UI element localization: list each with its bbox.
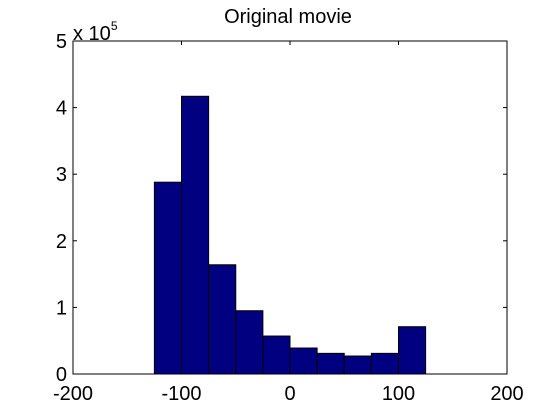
- histogram-bar-7: [343, 355, 372, 375]
- y-tick-label-3: 3: [56, 164, 67, 186]
- histogram-bar-5: [289, 347, 318, 375]
- x-tick-label-0: -200: [53, 383, 93, 405]
- x-tick-label-3: 100: [382, 383, 415, 405]
- y-multiplier-base: x 10: [73, 23, 111, 45]
- y-multiplier-label: x 105: [73, 19, 118, 45]
- axes-group: [72, 40, 508, 375]
- y-tick-label-4: 4: [56, 98, 67, 120]
- histogram-bar-0: [153, 181, 182, 375]
- histogram-bar-8: [370, 352, 399, 375]
- histogram-bar-9: [398, 326, 427, 375]
- y-tick-label-5: 5: [56, 31, 67, 53]
- histogram-bar-1: [181, 95, 210, 375]
- ticks-group: -200 -100 0 100 200 0 1 2 3 4 5: [53, 31, 524, 405]
- bars-group: [153, 95, 427, 375]
- y-tick-label-2: 2: [56, 231, 67, 253]
- y-multiplier-exponent: 5: [111, 19, 118, 33]
- chart-title: Original movie: [224, 6, 352, 28]
- x-tick-label-2: 0: [284, 383, 295, 405]
- histogram-bar-6: [316, 352, 345, 375]
- histogram-bar-2: [208, 264, 237, 375]
- y-tick-label-0: 0: [56, 364, 67, 386]
- x-tick-label-1: -100: [161, 383, 201, 405]
- histogram-bar-3: [235, 310, 264, 375]
- x-tick-label-4: 200: [490, 383, 523, 405]
- plot-frame: [72, 40, 508, 375]
- y-tick-label-1: 1: [56, 297, 67, 319]
- histogram-bar-4: [262, 335, 291, 375]
